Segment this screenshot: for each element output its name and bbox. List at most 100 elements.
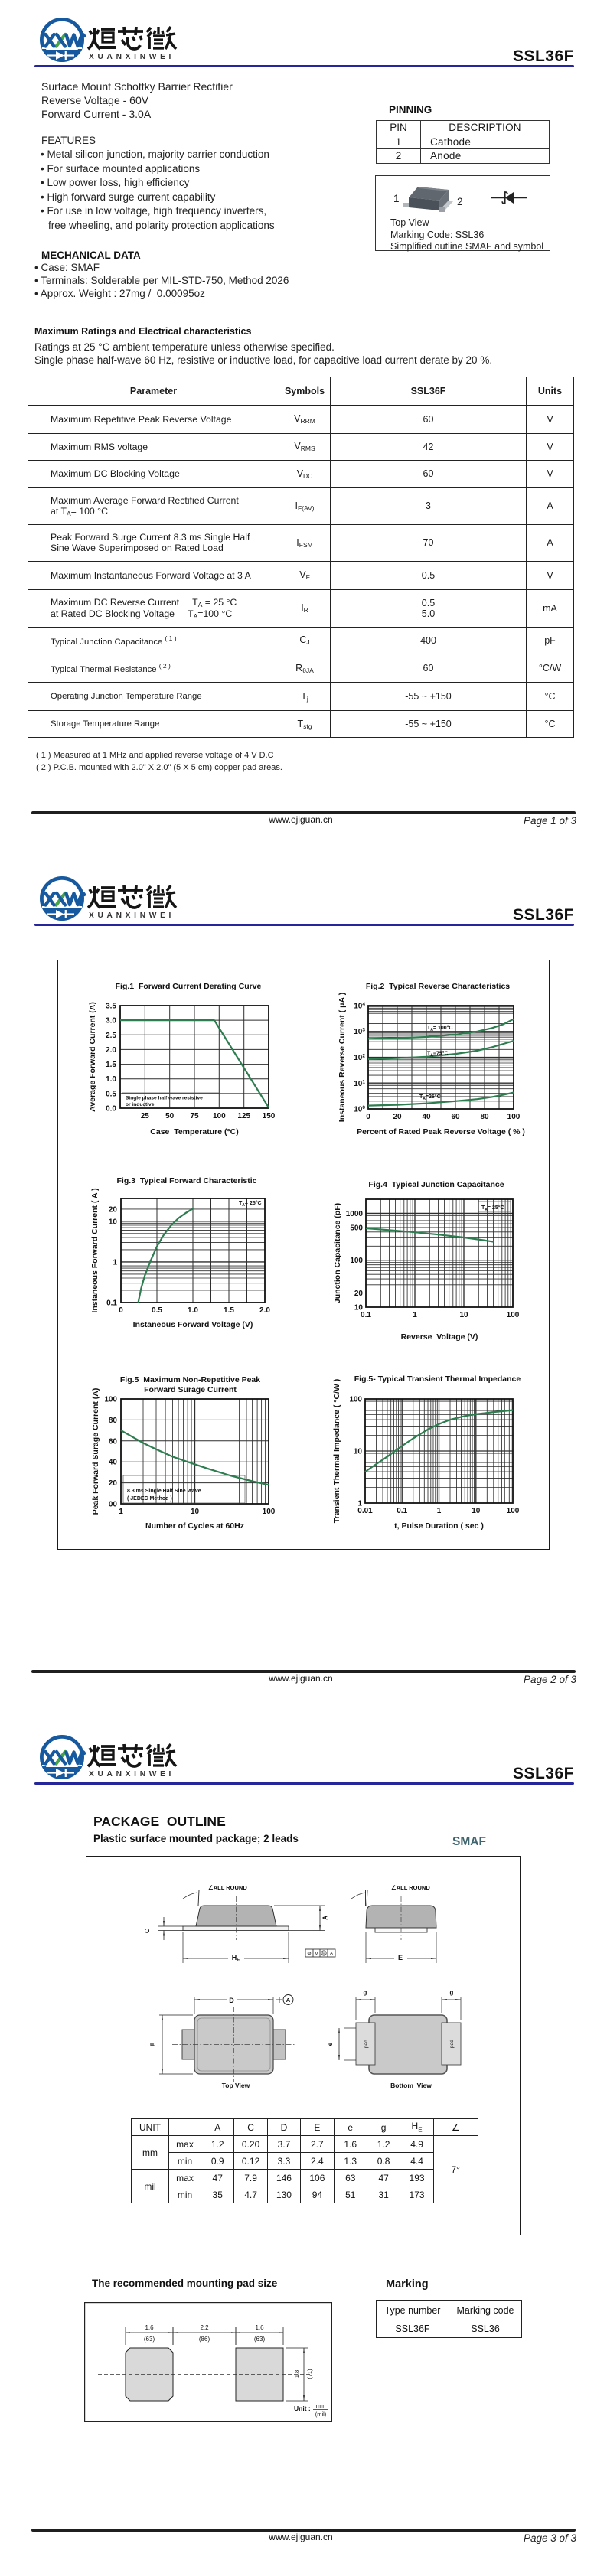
- svg-text:Instaneous Reverse Current ( μ: Instaneous Reverse Current ( μA ): [338, 993, 347, 1122]
- svg-text:1: 1: [413, 1311, 417, 1319]
- svg-text:Top View: Top View: [222, 2082, 250, 2089]
- svg-text:XUANXINWEI: XUANXINWEI: [89, 1770, 175, 1779]
- svg-text:1: 1: [437, 1507, 442, 1515]
- svg-text:80: 80: [109, 1417, 118, 1425]
- svg-text:1.0: 1.0: [106, 1075, 116, 1084]
- svg-text:1.6: 1.6: [145, 2324, 154, 2331]
- svg-text:20: 20: [109, 1205, 118, 1214]
- svg-text:HE: HE: [232, 1954, 240, 1963]
- svg-text:Φ: Φ: [307, 1952, 311, 1957]
- svg-text:e: e: [326, 2042, 334, 2046]
- svg-text:2.2: 2.2: [200, 2324, 209, 2331]
- svg-text:3.0: 3.0: [106, 1017, 116, 1026]
- svg-text:0.01: 0.01: [357, 1507, 373, 1515]
- svg-text:Fig.3 Typical Forward Charact: Fig.3 Typical Forward Characteristic: [116, 1176, 256, 1185]
- svg-text:1: 1: [119, 1508, 123, 1516]
- svg-text:Junction Capacitance (pF): Junction Capacitance (pF): [333, 1203, 342, 1303]
- svg-text:∠ALL ROUND: ∠ALL ROUND: [391, 1884, 430, 1891]
- svg-text:Reverse Voltage (V): Reverse Voltage (V): [401, 1332, 478, 1342]
- svg-text:Number of Cycles at 60Hz: Number of Cycles at 60Hz: [145, 1521, 244, 1531]
- svg-text:100: 100: [349, 1396, 362, 1404]
- svg-text:2.0: 2.0: [259, 1306, 270, 1315]
- svg-text:101: 101: [354, 1079, 365, 1088]
- svg-text:t, Pulse Duration ( sec ): t, Pulse Duration ( sec ): [394, 1521, 484, 1531]
- svg-text:100: 100: [507, 1507, 520, 1515]
- svg-text:10: 10: [459, 1311, 468, 1319]
- svg-text:∠ALL ROUND: ∠ALL ROUND: [208, 1884, 247, 1891]
- svg-text:1: 1: [357, 1500, 362, 1508]
- svg-text:103: 103: [354, 1028, 365, 1037]
- svg-text:1.0: 1.0: [188, 1306, 198, 1315]
- svg-text:TA=25°C: TA=25°C: [419, 1094, 441, 1101]
- svg-text:0.5: 0.5: [152, 1306, 162, 1315]
- svg-text:150: 150: [263, 1112, 276, 1120]
- svg-text:10: 10: [354, 1304, 364, 1312]
- svg-text:Fig.5- Typical Transient Therm: Fig.5- Typical Transient Thermal Impedan…: [354, 1374, 521, 1384]
- svg-text:XUANXINWEI: XUANXINWEI: [89, 53, 175, 61]
- svg-text:75: 75: [190, 1112, 199, 1120]
- svg-text:60: 60: [451, 1113, 460, 1121]
- svg-text:(86): (86): [199, 2336, 210, 2343]
- svg-text:( JEDEC Method ): ( JEDEC Method ): [127, 1496, 172, 1502]
- svg-text:500: 500: [350, 1224, 363, 1232]
- svg-text:TA= 25°C: TA= 25°C: [481, 1205, 504, 1212]
- svg-text:0: 0: [119, 1306, 123, 1315]
- svg-text:Transient Thermal Impedance (: Transient Thermal Impedance ( °C/W ): [332, 1379, 341, 1524]
- svg-text:M: M: [322, 1952, 325, 1955]
- svg-text:Peak Forward Surage Current (A: Peak Forward Surage Current (A): [91, 1388, 100, 1515]
- svg-text:(71): (71): [306, 2369, 313, 2379]
- svg-text:80: 80: [480, 1113, 489, 1121]
- svg-text:125: 125: [237, 1112, 250, 1120]
- svg-text:Fig.1 Forward Current Deratin: Fig.1 Forward Current Derating Curve: [116, 982, 262, 991]
- svg-text:0.1: 0.1: [361, 1311, 371, 1319]
- svg-text:00: 00: [109, 1501, 118, 1509]
- svg-text:20: 20: [354, 1290, 364, 1298]
- svg-text:Single phase half wave resisti: Single phase half wave resistive: [126, 1096, 203, 1101]
- svg-text:2.5: 2.5: [106, 1032, 116, 1040]
- svg-text:TA= 25°C: TA= 25°C: [239, 1200, 262, 1208]
- svg-text:Percent of Rated Peak Reverse: Percent of Rated Peak Reverse Voltage ( …: [357, 1127, 525, 1136]
- svg-text:25: 25: [141, 1112, 150, 1120]
- svg-text:Case Temperature (°C): Case Temperature (°C): [150, 1127, 238, 1136]
- svg-text:A: A: [286, 1997, 291, 2004]
- svg-text:0: 0: [366, 1113, 370, 1121]
- svg-text:Fig.4 Typical Junction Capaci: Fig.4 Typical Junction Capacitance: [368, 1180, 504, 1189]
- svg-text:40: 40: [109, 1459, 118, 1467]
- svg-text:g: g: [364, 1989, 367, 1996]
- svg-text:pad: pad: [449, 2040, 455, 2048]
- svg-text:E: E: [149, 2042, 157, 2046]
- svg-text:(63): (63): [254, 2336, 266, 2343]
- svg-text:Bottom View: Bottom View: [390, 2082, 432, 2089]
- svg-text:1.5: 1.5: [224, 1306, 234, 1315]
- svg-text:100: 100: [354, 1105, 365, 1114]
- svg-text:Instaneous Forward Voltage (V): Instaneous Forward Voltage (V): [133, 1320, 253, 1329]
- svg-text:1: 1: [113, 1258, 117, 1267]
- svg-text:C: C: [143, 1929, 151, 1933]
- svg-text:v: v: [315, 1952, 318, 1957]
- svg-text:20: 20: [393, 1113, 402, 1121]
- svg-text:0.1: 0.1: [106, 1299, 117, 1308]
- svg-text:0.1: 0.1: [397, 1507, 407, 1515]
- svg-text:0.5: 0.5: [106, 1090, 116, 1098]
- svg-text:40: 40: [422, 1113, 431, 1121]
- svg-text:1000: 1000: [346, 1210, 364, 1218]
- svg-text:Fig.5 Maximum Non-Repetitive: Fig.5 Maximum Non-Repetitive Peak: [120, 1375, 260, 1384]
- svg-text:g: g: [450, 1989, 454, 1996]
- svg-text:mm: mm: [316, 2402, 326, 2409]
- svg-text:60: 60: [109, 1437, 118, 1446]
- svg-text:pad: pad: [364, 2040, 369, 2048]
- svg-text:100: 100: [263, 1508, 276, 1516]
- svg-text:1.6: 1.6: [255, 2324, 264, 2331]
- svg-text:or inductive: or inductive: [126, 1102, 155, 1107]
- svg-text:10: 10: [472, 1507, 481, 1515]
- svg-text:50: 50: [165, 1112, 175, 1120]
- svg-text:100: 100: [213, 1112, 226, 1120]
- svg-text:A: A: [330, 1952, 333, 1957]
- svg-text:10: 10: [354, 1448, 363, 1456]
- svg-text:1.8: 1.8: [293, 2370, 300, 2378]
- svg-text:20: 20: [109, 1479, 118, 1488]
- svg-text:D: D: [229, 1997, 234, 2004]
- svg-text:Forward Surage Current: Forward Surage Current: [144, 1385, 237, 1394]
- svg-text:TA=75°C: TA=75°C: [427, 1051, 449, 1058]
- svg-text:10: 10: [109, 1218, 118, 1226]
